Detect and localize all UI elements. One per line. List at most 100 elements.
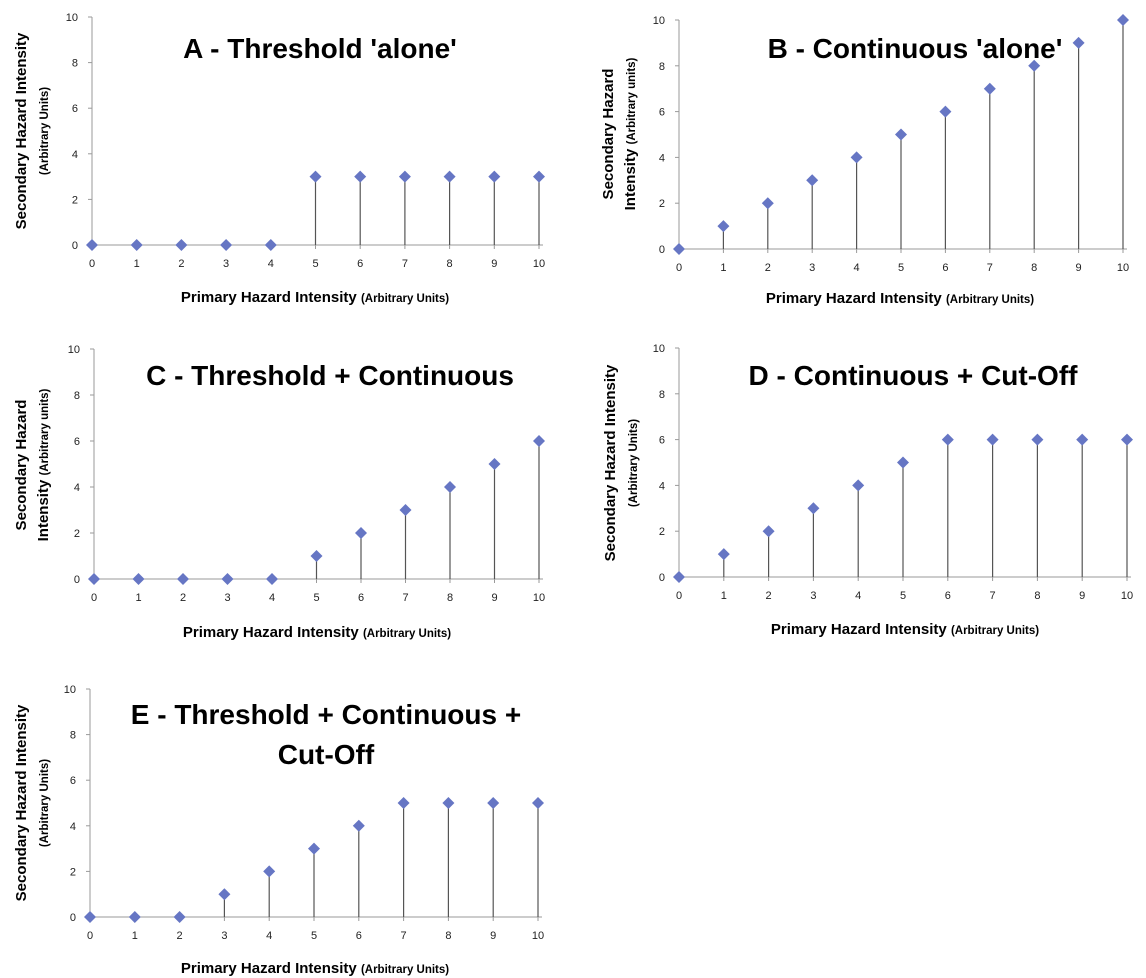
- y-axis-label-line: (Arbitrary Units): [39, 87, 51, 175]
- x-axis-label-units: (Arbitrary Units): [361, 293, 449, 305]
- y-axis-label-units: (Arbitrary units): [39, 388, 51, 475]
- y-tick-label: 8: [659, 61, 665, 73]
- data-point: [852, 479, 865, 492]
- x-tick-label: 1: [134, 258, 140, 270]
- x-axis-label-main: Primary Hazard Intensity: [181, 289, 361, 306]
- y-tick-label: 8: [74, 390, 80, 402]
- data-point: [807, 502, 820, 515]
- y-tick-label: 2: [72, 194, 78, 206]
- data-point: [1076, 433, 1089, 446]
- y-axis-label: Secondary Hazard Intensity (Arbitrary Uni…: [13, 32, 51, 229]
- data-point: [399, 504, 412, 516]
- y-axis-label-line: Secondary Hazard Intensity: [602, 364, 619, 561]
- x-tick-label: 9: [490, 930, 496, 942]
- y-tick-label: 4: [74, 482, 80, 494]
- y-tick-label: 8: [659, 389, 665, 401]
- x-tick-label: 8: [447, 258, 453, 270]
- data-point: [266, 573, 278, 585]
- y-axis-label-units: (Arbitrary Units): [628, 419, 640, 507]
- x-tick-label: 8: [445, 930, 451, 942]
- y-axis-label-main: Secondary Hazard Intensity: [13, 32, 30, 229]
- x-tick-label: 3: [221, 930, 227, 942]
- y-axis-label-main: Secondary Hazard: [600, 69, 617, 200]
- data-point: [263, 865, 276, 878]
- y-tick-label: 2: [74, 528, 80, 540]
- x-axis-label-units: (Arbitrary Units): [951, 625, 1039, 637]
- data-point: [1031, 433, 1044, 446]
- x-tick-label: 9: [1076, 262, 1082, 274]
- y-tick-label: 6: [72, 103, 78, 115]
- data-point: [488, 458, 501, 470]
- data-point: [673, 571, 685, 583]
- y-tick-label: 10: [68, 344, 80, 356]
- y-axis-label-line: Secondary Hazard Intensity: [13, 704, 30, 901]
- x-tick-label: 10: [532, 930, 544, 942]
- y-axis-label-line: Intensity (Arbitrary units): [622, 57, 639, 210]
- y-axis-label-units: (Arbitrary Units): [39, 87, 51, 175]
- y-axis-label-main: Intensity: [35, 476, 52, 542]
- x-tick-label: 4: [855, 590, 861, 602]
- panel-a: 0 2 4 6 8 10 0 1 2 3 4 5 6 7 8 9 10 A - Threshold 'alone'…: [13, 12, 545, 306]
- chart-title: E - Threshold + Continuous +: [131, 699, 521, 730]
- y-tick-label: 6: [74, 436, 80, 448]
- x-tick-label: 6: [356, 930, 362, 942]
- y-axis-label-line: (Arbitrary Units): [628, 419, 640, 507]
- data-point: [308, 842, 320, 855]
- y-tick-label: 0: [659, 572, 665, 584]
- x-tick-label: 10: [1117, 262, 1129, 274]
- x-tick-label: 6: [358, 592, 364, 604]
- x-tick-label: 9: [491, 592, 497, 604]
- x-tick-label: 10: [533, 592, 545, 604]
- y-axis-label-units: (Arbitrary Units): [39, 759, 51, 847]
- x-axis-label-units: (Arbitrary Units): [363, 628, 451, 640]
- data-point: [264, 239, 277, 251]
- data-point: [130, 239, 143, 251]
- x-tick-label: 5: [898, 262, 904, 274]
- x-tick-label: 2: [766, 590, 772, 602]
- x-axis-label-main: Primary Hazard Intensity: [766, 290, 946, 307]
- data-point: [487, 797, 500, 809]
- x-tick-label: 5: [311, 930, 317, 942]
- x-tick-label: 1: [720, 262, 726, 274]
- data-point: [762, 525, 775, 538]
- y-tick-label: 6: [659, 107, 665, 119]
- panel-d: 0 2 4 6 8 10 0 1 2 3 4 5 6 7 8 9 10 D - Continuous + Cut-…: [602, 343, 1133, 638]
- y-tick-label: 10: [64, 684, 76, 696]
- data-point: [717, 548, 730, 561]
- x-tick-label: 3: [224, 592, 230, 604]
- data-point: [941, 433, 954, 446]
- y-tick-label: 0: [74, 574, 80, 586]
- x-tick-label: 2: [178, 258, 184, 270]
- x-tick-label: 4: [854, 262, 860, 274]
- data-point: [532, 797, 544, 809]
- x-tick-label: 0: [676, 262, 682, 274]
- data-point: [673, 243, 685, 255]
- y-tick-label: 6: [70, 775, 76, 787]
- x-tick-label: 6: [942, 262, 948, 274]
- y-axis-label-main: Intensity: [622, 145, 639, 211]
- x-axis-label-units: (Arbitrary Units): [946, 294, 1034, 306]
- x-tick-label: 7: [987, 262, 993, 274]
- data-point: [443, 170, 456, 183]
- y-axis-label: Secondary Hazard Intensity (Arbitrary Uni…: [13, 704, 51, 901]
- data-point: [897, 456, 909, 469]
- data-point: [310, 550, 323, 562]
- data-point: [488, 170, 501, 183]
- y-tick-label: 10: [653, 15, 665, 27]
- x-tick-label: 7: [401, 930, 407, 942]
- data-point: [986, 433, 999, 446]
- chart-title: B - Continuous 'alone': [768, 33, 1063, 64]
- data-point: [761, 197, 774, 210]
- x-axis-label-units: (Arbitrary Units): [361, 964, 449, 976]
- chart-title: Cut-Off: [278, 739, 375, 770]
- chart-title: C - Threshold + Continuous: [146, 360, 514, 391]
- x-tick-label: 9: [491, 258, 497, 270]
- data-point: [850, 151, 863, 164]
- panel-c: 0 2 4 6 8 10 0 1 2 3 4 5 6 7 8 9 10 C - Threshold + Conti…: [13, 344, 545, 641]
- data-point: [1072, 36, 1085, 49]
- data-point: [895, 128, 907, 141]
- x-axis-label: Primary Hazard Intensity (Arbitrary Unit…: [183, 624, 451, 641]
- chart-title: D - Continuous + Cut-Off: [749, 360, 1079, 391]
- x-tick-label: 3: [809, 262, 815, 274]
